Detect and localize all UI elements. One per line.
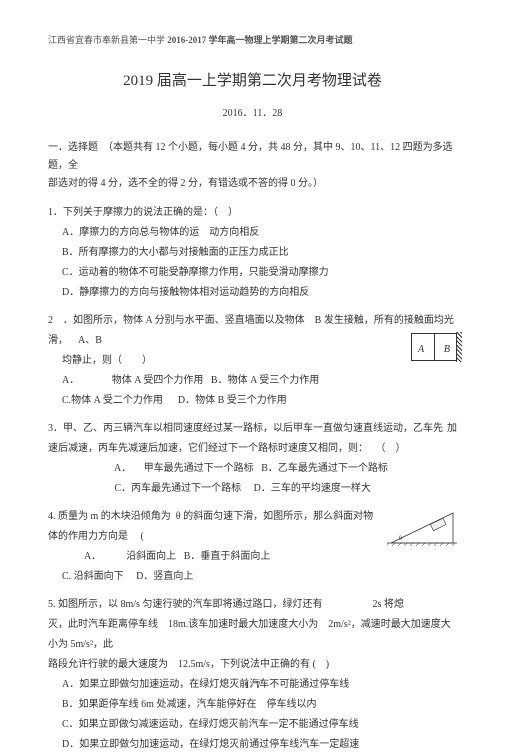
q3-row-CD: C．丙车最先通过下一个路标 D．三车的平均速度一样大 (48, 479, 457, 499)
q3-A-text: 甲车最先通过下一个路标 (144, 463, 254, 474)
q2-row-CD: C.物体 A 受二个力作用 D．物体 B 受三个力作用 (48, 391, 457, 411)
q4-C: C. 沿斜面向下 (62, 571, 124, 582)
q2-C: C.物体 A 受二个力作用 (62, 395, 163, 406)
q2-row-AB: A． 物体 A 受四个力作用 B．物体 A 受三个力作用 (48, 371, 457, 391)
incline-svg: θ (387, 507, 457, 547)
q1-A: A．摩擦力的方向总与物体的运 动方向相反 (48, 223, 457, 243)
footer-total: 7 (256, 680, 261, 690)
q4-paren: ( (141, 531, 144, 542)
q2-fig-hatch (456, 332, 462, 362)
q2-rest: 均静止，则（ ） (48, 351, 457, 371)
q5-stem-b: 灭，此时汽车距离停车线 18m.该车加速时最大加速度大小为 2m/s²，减速时最… (48, 615, 457, 655)
q4-figure: θ (387, 507, 457, 547)
question-5: 5. 如图所示，以 8m/s 匀速行驶的汽车即将通过路口，绿灯还有 2s 将熄 … (48, 595, 457, 755)
q2-fig-B: B (444, 340, 450, 360)
q5-stem-a: 5. 如图所示，以 8m/s 匀速行驶的汽车即将通过路口，绿灯还有 (48, 599, 322, 610)
q4-stem-a: 4. 质量为 m 的木块沿倾角为 (48, 511, 171, 522)
q2-D: D．物体 B 受三个力作用 (178, 395, 287, 406)
q3-row-AB: A． 甲车最先通过下一个路标 B．乙车最先通过下一个路标 (48, 459, 457, 479)
q4-row-CD: C. 沿斜面向下 D．竖直向上 (48, 567, 457, 587)
footer-sep: / (249, 680, 256, 690)
q2-A-label: A． (62, 375, 79, 386)
q3-stem-tail: 加 (447, 419, 457, 439)
page-footer: 1 / 7 (0, 677, 505, 694)
q5-D: D．如果立即做匀加速运动，在绿灯熄灭前通过停车线汽车一定超速 (48, 735, 457, 755)
q4-A-text: 沿斜面向上 (126, 551, 176, 562)
page-header: 江西省宜春市奉新县第一中学 2016-2017 学年高一物理上学期第二次月考试题 (48, 32, 457, 49)
q2-stem-a: 2 ．如图所示，物体 A 分别与水平面、竖直墙面以及物体 (48, 315, 305, 326)
section-note-a: 一．选择题 （本题共有 12 个小题，每小题 4 分，共 48 分，其中 9、1… (48, 142, 453, 171)
header-term: 2016-2017 学年高一物理上学期第二次月考试题 (167, 35, 352, 45)
q4-B: B．垂直于斜面向上 (184, 551, 271, 562)
q1-D: D．静摩擦力的方向与接触物体相对运动趋势的方向相反 (48, 283, 457, 303)
header-school: 江西省宜春市奉新县第一中学 (48, 35, 165, 45)
q4-A-label: A． (84, 551, 101, 562)
exam-date: 2016．11．28 (48, 104, 457, 123)
q3-B: B．乙车最先通过下一个路标 (261, 463, 388, 474)
q3-D: D．三车的平均速度一样大 (254, 483, 371, 494)
q3-A-label: A． (114, 463, 131, 474)
question-2: 2 ．如图所示，物体 A 分别与水平面、竖直墙面以及物体 B 发生接触，所有的接… (48, 311, 457, 411)
exam-title: 2019 届高一上学期第二次月考物理试卷 (48, 67, 457, 96)
q2-fig-A: A (418, 340, 424, 360)
q4-row-AB: A． 沿斜面向上 B．垂直于斜面向上 (48, 547, 457, 567)
q2-stem-c: A、B (78, 335, 102, 346)
q5-C: C．如果立即做匀减速运动，在绿灯熄灭前汽车一定不能通过停车线 (48, 715, 457, 735)
section-note: 一．选择题 （本题共有 12 个小题，每小题 4 分，共 48 分，其中 9、1… (48, 139, 457, 193)
q5-stem-c: 路段允许行驶的最大速度为 12.5m/s，下列说法中正确的有 ( ) (48, 655, 457, 675)
question-1: 1．下列关于摩擦力的说法正确的是：（ ） A．摩擦力的方向总与物体的运 动方向相… (48, 203, 457, 303)
question-4: θ 4. 质量为 m 的木块沿倾角为 θ 的斜面匀速下滑，如图所示，那么斜面对物… (48, 507, 457, 587)
q3-stem-b: 速后减速，丙车先减速后加速，它们经过下一个路标时速度又相同，则： (48, 443, 368, 454)
q3-C: C．丙车最先通过下一个路标 (115, 483, 242, 494)
q2-B: B．物体 A 受三个力作用 (211, 375, 319, 386)
q3-paren: （ ） (376, 443, 406, 454)
question-3: 3．甲、乙、丙三辆汽车以相同速度经过某一路标，以后甲车一直做匀速直线运动，乙车先… (48, 419, 457, 499)
q1-stem: 1．下列关于摩擦力的说法正确的是：（ ） (48, 203, 457, 223)
section-note-b: 部选对的得 4 分，选不全的得 2 分，有错选或不答的得 0 分。） (48, 178, 323, 189)
q2-figure: A B (411, 333, 457, 361)
q3-stem-a: 3．甲、乙、丙三辆汽车以相同速度经过某一路标，以后甲车一直做匀速直线运动，乙车先 (48, 423, 443, 434)
q2-A-text: 物体 A 受四个力作用 (112, 375, 204, 386)
q5-green: 2s 将熄 (372, 599, 403, 610)
q5-B: B．如果距停车线 6m 处减速，汽车能停好在 停车线以内 (48, 695, 457, 715)
q1-B: B．所有摩擦力的大小都与对接触面的正压力成正比 (48, 243, 457, 263)
svg-text:θ: θ (399, 536, 402, 542)
q4-D: D．竖直向上 (136, 571, 193, 582)
q1-C: C．运动着的物体不可能受静摩擦力作用，只能受滑动摩擦力 (48, 263, 457, 283)
